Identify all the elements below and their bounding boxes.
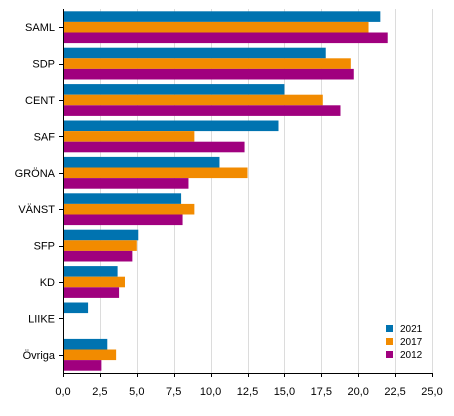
bar-2012 — [63, 360, 102, 371]
legend-label: 2012 — [400, 350, 423, 361]
x-tick-label: 10,0 — [200, 386, 221, 398]
bar-2017 — [63, 131, 195, 142]
category-label: Övriga — [23, 350, 56, 362]
category-label: VÄNST — [18, 204, 55, 216]
bar-2012 — [63, 178, 189, 189]
legend-swatch — [386, 338, 393, 345]
x-tick-label: 2,5 — [92, 386, 107, 398]
bar-2012 — [63, 141, 245, 153]
legend-swatch — [386, 351, 393, 358]
bar-2012 — [63, 287, 120, 298]
legend-label: 2017 — [400, 337, 423, 348]
category-label: GRÖNA — [15, 168, 56, 180]
legend-swatch — [386, 325, 393, 332]
bar-2021 — [63, 11, 381, 22]
x-tick-label: 7,5 — [166, 386, 181, 398]
legend: 2021 2017 2012 — [386, 324, 423, 361]
x-tick-label: 15,0 — [274, 386, 295, 398]
category-label: SAML — [25, 22, 55, 34]
category-label: SFP — [34, 241, 55, 253]
category-labels: SAML SDP CENT SAF GRÖNA VÄNST SFP KD LIIKE Övriga — [15, 22, 56, 362]
bar-2017 — [63, 203, 195, 215]
category-label: LIIKE — [28, 313, 55, 325]
bar-2017 — [63, 276, 125, 288]
bar-2021 — [63, 338, 108, 350]
bar-2017 — [63, 21, 369, 33]
bar-2012 — [63, 214, 183, 226]
bar-2017 — [63, 349, 117, 361]
bar-2021 — [63, 156, 220, 168]
bar-2021 — [63, 193, 182, 204]
bar-2017 — [63, 167, 248, 179]
bar-2012 — [63, 105, 341, 116]
bar-2021 — [63, 266, 118, 277]
bar-2021 — [63, 84, 285, 95]
bar-2021 — [63, 47, 326, 59]
category-label: SAF — [34, 131, 56, 143]
x-tick-label: 0,0 — [55, 386, 70, 398]
bar-2017 — [63, 240, 137, 251]
bar-2021 — [63, 302, 89, 314]
x-tick-label: 20,0 — [347, 386, 368, 398]
x-tick-label: 25,0 — [421, 386, 442, 398]
bars — [63, 11, 388, 371]
category-label: KD — [40, 277, 55, 289]
bar-2021 — [63, 120, 279, 132]
category-label: CENT — [25, 95, 55, 107]
bar-2021 — [63, 229, 139, 241]
x-tick-labels: 0,0 2,5 5,0 7,5 10,0 12,5 15,0 17,5 20,0 22,5 25,0 — [55, 386, 442, 398]
axes — [59, 9, 433, 377]
x-tick-label: 22,5 — [384, 386, 405, 398]
legend-label: 2021 — [400, 324, 423, 335]
bar-2012 — [63, 250, 133, 262]
category-label: SDP — [32, 59, 55, 71]
x-tick-label: 5,0 — [129, 386, 144, 398]
x-tick-label: 12,5 — [237, 386, 258, 398]
bar-2017 — [63, 94, 323, 106]
bar-2012 — [63, 32, 388, 44]
x-tick-label: 17,5 — [311, 386, 332, 398]
bar-2017 — [63, 58, 351, 69]
bar-2012 — [63, 68, 354, 80]
